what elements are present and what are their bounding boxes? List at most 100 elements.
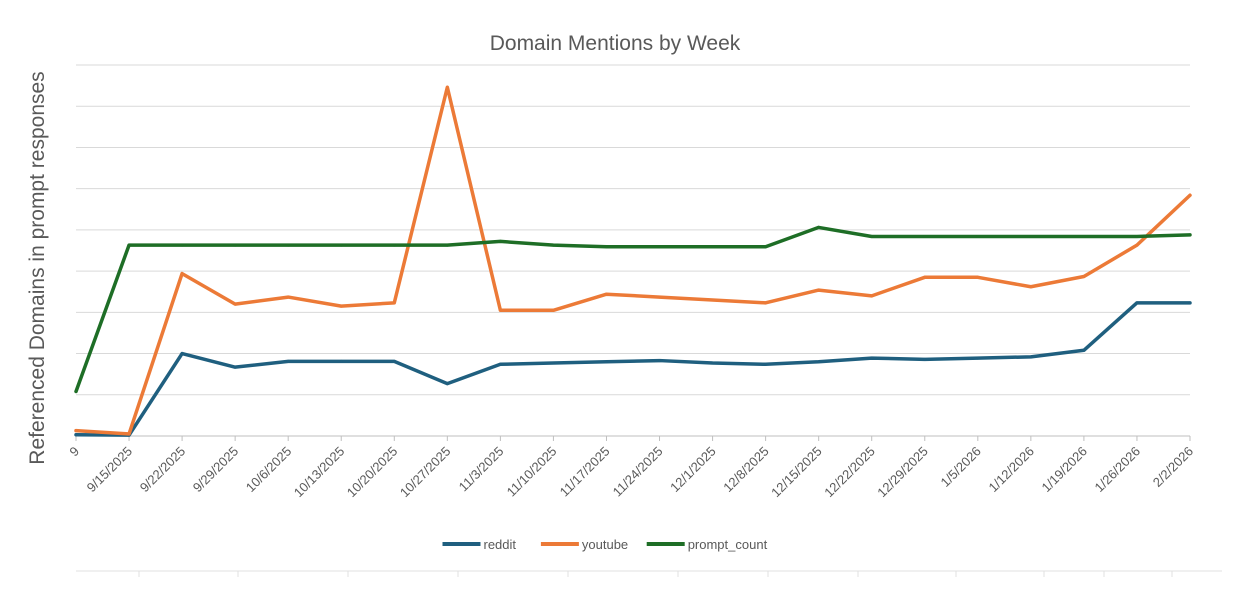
x-tick-label: 12/22/2025 <box>821 444 878 501</box>
data-point <box>1082 234 1086 238</box>
data-point <box>498 308 502 312</box>
data-point <box>711 361 715 365</box>
x-tick-label: 1/26/2026 <box>1092 444 1144 496</box>
data-point <box>923 357 927 361</box>
data-point <box>498 239 502 243</box>
data-point <box>923 275 927 279</box>
x-tick-label: 10/27/2025 <box>397 444 454 501</box>
series-youtube <box>74 85 1192 436</box>
data-point <box>870 234 874 238</box>
data-point <box>711 245 715 249</box>
secondary-axis-strip <box>76 570 1222 577</box>
x-tick-label: 1/5/2026 <box>938 444 984 490</box>
data-point <box>764 245 768 249</box>
data-point <box>445 243 449 247</box>
data-point <box>233 243 237 247</box>
data-point <box>286 359 290 363</box>
data-point <box>1188 301 1192 305</box>
x-tick-label: 11/17/2025 <box>557 444 613 500</box>
x-tick-label: 2/2/2026 <box>1150 444 1196 490</box>
data-point <box>817 288 821 292</box>
data-point <box>551 308 555 312</box>
data-point <box>711 298 715 302</box>
legend-label-prompt-count: prompt_count <box>688 537 768 552</box>
data-point <box>551 361 555 365</box>
data-point <box>976 275 980 279</box>
legend-label-reddit: reddit <box>484 537 517 552</box>
x-tick-label: 1/12/2026 <box>985 444 1037 496</box>
data-point <box>339 304 343 308</box>
data-point <box>1188 193 1192 197</box>
data-point <box>498 362 502 366</box>
legend: reddit youtube prompt_count <box>442 537 768 552</box>
series-lines <box>74 85 1192 437</box>
data-point <box>339 359 343 363</box>
data-point <box>286 243 290 247</box>
data-point <box>551 243 555 247</box>
data-point <box>445 85 449 89</box>
data-point <box>180 352 184 356</box>
data-point <box>1135 243 1139 247</box>
x-tick-label: 12/15/2025 <box>768 444 825 501</box>
data-point <box>817 225 821 229</box>
data-point <box>1082 348 1086 352</box>
data-point <box>817 360 821 364</box>
data-point <box>1135 234 1139 238</box>
data-point <box>74 433 78 437</box>
data-point <box>392 301 396 305</box>
series-prompt-count <box>74 225 1192 394</box>
data-point <box>604 292 608 296</box>
data-point <box>286 295 290 299</box>
data-point <box>604 360 608 364</box>
data-point <box>392 243 396 247</box>
data-point <box>658 359 662 363</box>
data-point <box>233 302 237 306</box>
series-line-youtube <box>74 85 1192 436</box>
data-point <box>764 362 768 366</box>
x-tick-label: 12/1/2025 <box>667 444 719 496</box>
x-tick-label: 9/29/2025 <box>190 444 242 496</box>
x-tick-label: 10/6/2025 <box>243 444 295 496</box>
data-point <box>180 243 184 247</box>
series-line-prompt-count <box>74 225 1192 394</box>
legend-label-youtube: youtube <box>582 537 628 552</box>
x-tick-label: 12/29/2025 <box>874 444 931 501</box>
x-tick-label: 11/3/2025 <box>456 444 507 495</box>
data-point <box>658 295 662 299</box>
data-point <box>339 243 343 247</box>
data-point <box>870 356 874 360</box>
data-point <box>976 234 980 238</box>
data-point <box>233 365 237 369</box>
data-point <box>604 245 608 249</box>
x-tick-labels: 9 9/15/2025 9/22/2025 9/29/2025 10/6/202510/… <box>66 444 1196 501</box>
data-point <box>658 245 662 249</box>
data-point <box>1029 234 1033 238</box>
x-tick-label: 9/15/2025 <box>84 444 136 496</box>
data-point <box>923 234 927 238</box>
data-point <box>74 429 78 433</box>
data-point <box>127 243 131 247</box>
data-point <box>1029 285 1033 289</box>
data-point <box>445 382 449 386</box>
data-point <box>127 432 131 436</box>
data-point <box>74 389 78 393</box>
x-tick-label: 12/8/2025 <box>720 444 772 496</box>
x-tick-label: 11/10/2025 <box>504 444 560 500</box>
data-point <box>764 301 768 305</box>
data-point <box>180 272 184 276</box>
x-tick-label: 10/13/2025 <box>291 444 348 501</box>
chart-title: Domain Mentions by Week <box>490 32 741 55</box>
x-tick-label: 1/19/2026 <box>1039 444 1091 496</box>
x-tick-label: 9/22/2025 <box>137 444 189 496</box>
data-point <box>392 359 396 363</box>
x-tick-label: 11/24/2025 <box>610 444 666 500</box>
data-point <box>1188 233 1192 237</box>
series-line-reddit <box>74 301 1192 437</box>
series-reddit <box>74 301 1192 437</box>
x-tick-label-fragment: 9 <box>66 444 82 460</box>
data-point <box>1082 274 1086 278</box>
data-point <box>1029 355 1033 359</box>
data-point <box>1135 301 1139 305</box>
y-gridlines <box>75 64 1191 441</box>
